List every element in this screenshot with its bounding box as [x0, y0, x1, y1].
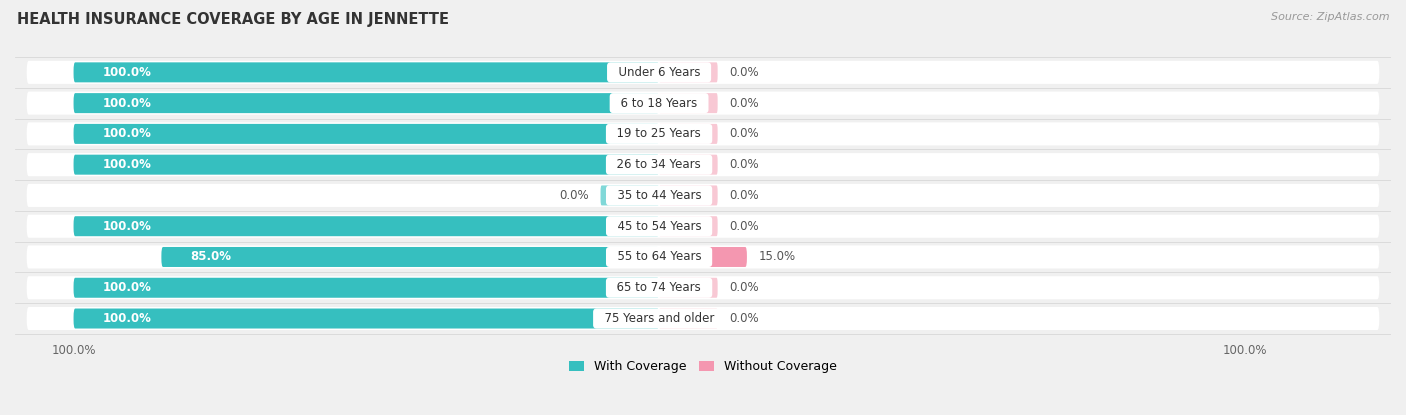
Text: 15.0%: 15.0%: [759, 251, 796, 264]
Text: 100.0%: 100.0%: [103, 66, 152, 79]
Text: Under 6 Years: Under 6 Years: [610, 66, 707, 79]
Text: 100.0%: 100.0%: [103, 220, 152, 233]
Text: Source: ZipAtlas.com: Source: ZipAtlas.com: [1271, 12, 1389, 22]
FancyBboxPatch shape: [659, 308, 717, 329]
FancyBboxPatch shape: [27, 276, 1379, 299]
Text: 0.0%: 0.0%: [730, 189, 759, 202]
Text: 6 to 18 Years: 6 to 18 Years: [613, 97, 704, 110]
Text: 0.0%: 0.0%: [730, 66, 759, 79]
Text: 0.0%: 0.0%: [730, 281, 759, 294]
Text: 100.0%: 100.0%: [103, 127, 152, 140]
Text: 19 to 25 Years: 19 to 25 Years: [609, 127, 709, 140]
FancyBboxPatch shape: [73, 124, 659, 144]
FancyBboxPatch shape: [659, 278, 717, 298]
Text: 65 to 74 Years: 65 to 74 Years: [609, 281, 709, 294]
FancyBboxPatch shape: [659, 62, 717, 82]
FancyBboxPatch shape: [27, 61, 1379, 84]
Text: 35 to 44 Years: 35 to 44 Years: [610, 189, 709, 202]
Text: 26 to 34 Years: 26 to 34 Years: [609, 158, 709, 171]
FancyBboxPatch shape: [73, 216, 659, 236]
Text: 0.0%: 0.0%: [730, 97, 759, 110]
Text: 85.0%: 85.0%: [191, 251, 232, 264]
Text: 75 Years and older: 75 Years and older: [596, 312, 721, 325]
FancyBboxPatch shape: [659, 93, 717, 113]
FancyBboxPatch shape: [73, 93, 659, 113]
FancyBboxPatch shape: [27, 184, 1379, 207]
Text: 55 to 64 Years: 55 to 64 Years: [610, 251, 709, 264]
Legend: With Coverage, Without Coverage: With Coverage, Without Coverage: [564, 355, 842, 378]
FancyBboxPatch shape: [162, 247, 659, 267]
Text: 100.0%: 100.0%: [103, 158, 152, 171]
FancyBboxPatch shape: [73, 278, 659, 298]
FancyBboxPatch shape: [27, 92, 1379, 115]
Text: 100.0%: 100.0%: [103, 281, 152, 294]
FancyBboxPatch shape: [659, 216, 717, 236]
FancyBboxPatch shape: [73, 62, 659, 82]
FancyBboxPatch shape: [73, 155, 659, 175]
Text: 0.0%: 0.0%: [730, 220, 759, 233]
FancyBboxPatch shape: [659, 186, 717, 205]
FancyBboxPatch shape: [659, 155, 717, 175]
FancyBboxPatch shape: [659, 124, 717, 144]
FancyBboxPatch shape: [27, 153, 1379, 176]
Text: 100.0%: 100.0%: [103, 97, 152, 110]
Text: 45 to 54 Years: 45 to 54 Years: [610, 220, 709, 233]
Text: 100.0%: 100.0%: [103, 312, 152, 325]
Text: 0.0%: 0.0%: [730, 312, 759, 325]
Text: 0.0%: 0.0%: [730, 127, 759, 140]
FancyBboxPatch shape: [27, 245, 1379, 269]
FancyBboxPatch shape: [659, 247, 747, 267]
Text: 0.0%: 0.0%: [560, 189, 589, 202]
FancyBboxPatch shape: [600, 186, 659, 205]
FancyBboxPatch shape: [73, 308, 659, 329]
FancyBboxPatch shape: [27, 122, 1379, 145]
FancyBboxPatch shape: [27, 215, 1379, 238]
Text: HEALTH INSURANCE COVERAGE BY AGE IN JENNETTE: HEALTH INSURANCE COVERAGE BY AGE IN JENN…: [17, 12, 449, 27]
Text: 0.0%: 0.0%: [730, 158, 759, 171]
FancyBboxPatch shape: [27, 307, 1379, 330]
